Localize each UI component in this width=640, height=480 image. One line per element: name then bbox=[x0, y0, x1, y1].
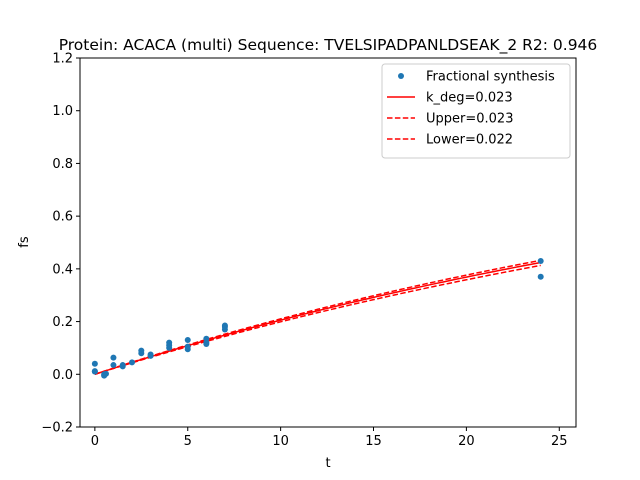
y-tick-label: 1.0 bbox=[52, 104, 73, 119]
data-point bbox=[91, 368, 98, 375]
x-tick-label: 25 bbox=[551, 434, 568, 449]
x-tick-label: 15 bbox=[365, 434, 382, 449]
data-point bbox=[166, 339, 173, 346]
legend: Fractional synthesis k_deg=0.023 Upper=0.0… bbox=[381, 63, 571, 159]
y-tick-label: 0.6 bbox=[52, 210, 73, 225]
series-line-3 bbox=[94, 264, 541, 376]
legend-box bbox=[381, 63, 571, 159]
x-tick-label: 0 bbox=[91, 434, 99, 449]
y-tick-label: 0.4 bbox=[52, 262, 73, 277]
data-point bbox=[129, 359, 136, 366]
data-point bbox=[221, 322, 228, 329]
series-layer bbox=[91, 257, 544, 379]
data-point bbox=[537, 257, 544, 264]
legend-label: Upper=0.023 bbox=[426, 112, 513, 127]
y-axis-label: fs bbox=[17, 236, 32, 248]
data-point bbox=[184, 343, 191, 350]
data-point bbox=[91, 360, 98, 367]
chart-title: Protein: ACACA (multi) Sequence: TVELSIP… bbox=[59, 36, 598, 55]
axis-ticks: 0 5 10 15 20 25 −0.2 0.0 0.2 0.4 0.6 0.8 1.0 1.2 bbox=[41, 52, 567, 450]
series-line-1 bbox=[94, 261, 541, 376]
x-tick-label: 10 bbox=[272, 434, 289, 449]
y-tick-label: 0.2 bbox=[52, 315, 73, 330]
data-point bbox=[203, 335, 210, 342]
data-point bbox=[110, 354, 117, 361]
legend-label: Lower=0.022 bbox=[426, 133, 513, 148]
x-tick-label: 20 bbox=[458, 434, 475, 449]
data-point bbox=[537, 273, 544, 280]
legend-label: k_deg=0.023 bbox=[426, 91, 513, 106]
plot-frame bbox=[79, 57, 577, 428]
y-tick-label: 1.2 bbox=[52, 52, 73, 67]
legend-label: Fractional synthesis bbox=[426, 70, 555, 85]
series-line-2 bbox=[94, 259, 541, 376]
y-tick-label: 0.8 bbox=[52, 157, 73, 172]
data-point bbox=[138, 347, 145, 354]
data-point bbox=[110, 362, 117, 369]
data-point bbox=[184, 337, 191, 344]
data-point bbox=[103, 370, 110, 377]
legend-marker bbox=[398, 73, 404, 79]
x-tick-label: 5 bbox=[184, 434, 192, 449]
y-tick-label: 0.0 bbox=[52, 368, 73, 383]
data-point bbox=[147, 351, 154, 358]
data-point bbox=[119, 362, 126, 369]
x-axis-label: t bbox=[325, 456, 330, 471]
y-tick-label: −0.2 bbox=[41, 421, 73, 436]
